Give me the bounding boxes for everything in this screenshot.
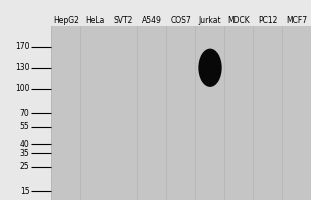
Text: SVT2: SVT2 (114, 16, 133, 25)
Bar (283, 26, 310, 200)
Text: Jurkat: Jurkat (199, 16, 221, 25)
Ellipse shape (198, 49, 222, 87)
Bar (81, 26, 109, 200)
Text: 170: 170 (15, 42, 30, 51)
Text: MCF7: MCF7 (286, 16, 307, 25)
Text: 55: 55 (20, 122, 30, 131)
Text: 35: 35 (20, 149, 30, 158)
Text: PC12: PC12 (258, 16, 277, 25)
Text: MDCK: MDCK (227, 16, 250, 25)
Text: 130: 130 (15, 63, 30, 72)
Bar (196, 26, 224, 200)
Bar (167, 26, 195, 200)
Bar (51, 26, 311, 200)
Bar (254, 26, 282, 200)
Text: 100: 100 (15, 84, 30, 93)
Text: HepG2: HepG2 (53, 16, 79, 25)
Text: 25: 25 (20, 162, 30, 171)
Bar (109, 26, 137, 200)
Text: 70: 70 (20, 108, 30, 117)
Text: HeLa: HeLa (85, 16, 104, 25)
Bar (138, 26, 166, 200)
Bar (225, 26, 253, 200)
Text: 15: 15 (20, 187, 30, 196)
Text: COS7: COS7 (171, 16, 192, 25)
Text: 40: 40 (20, 140, 30, 149)
Text: A549: A549 (142, 16, 162, 25)
Bar (52, 26, 80, 200)
